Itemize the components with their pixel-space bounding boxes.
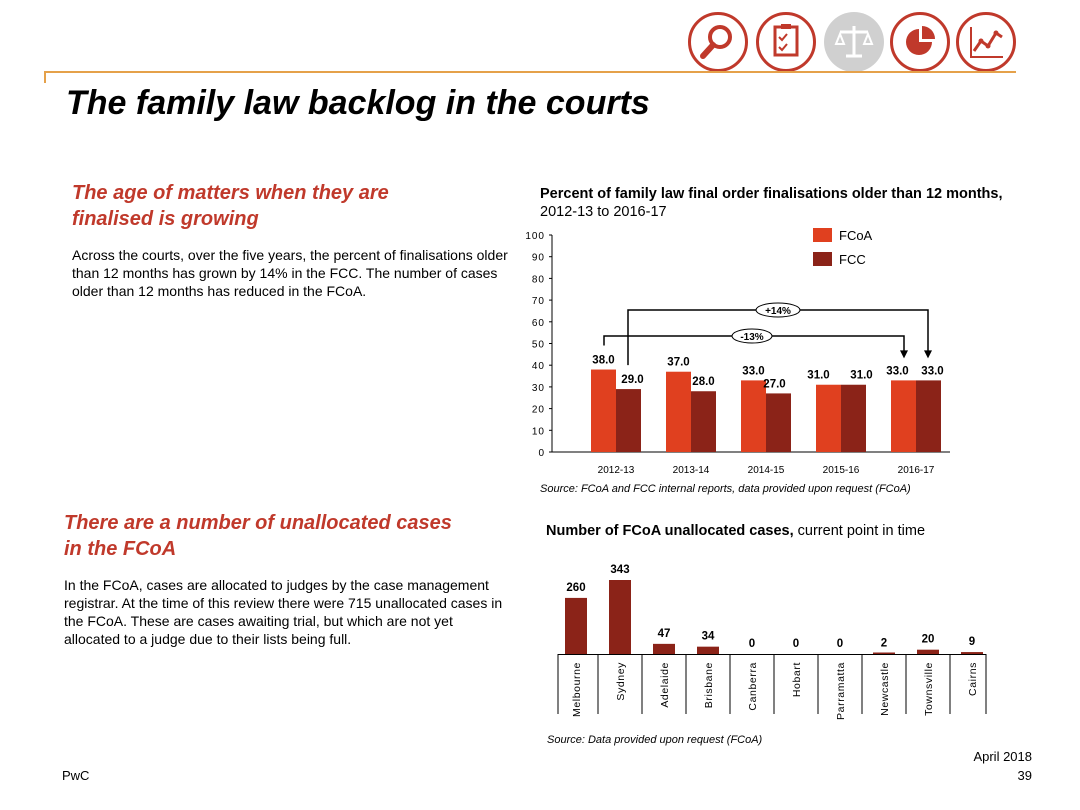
header-rule [44, 71, 1016, 73]
section1-heading: The age of matters when they are finalis… [72, 182, 389, 230]
chart1-bar-fcoa [591, 369, 616, 452]
chart2-x-tick-label: Canberra [747, 662, 759, 711]
chart1-data-label-fcc: 27.0 [763, 378, 785, 390]
chart2-data-label: 0 [749, 638, 755, 650]
chart1-bar-fcoa [816, 384, 841, 452]
chart2-title-bold: Number of FCoA unallocated cases, [546, 523, 794, 539]
chart1-x-tick-label: 2014-15 [748, 465, 785, 476]
chart1-y-tick-label: 40 [532, 361, 545, 372]
chart2: 260 Melbourne 343 Sydney 47 Adelaide 34 Brisban… [557, 564, 987, 720]
chart1-y-tick-label: 70 [532, 296, 545, 307]
chart1-annotation-bubble-plus [755, 302, 801, 318]
chart1-y-tick-label: 20 [532, 405, 545, 416]
chart1-y-tick-label: 30 [532, 383, 545, 394]
chart1-annotation-plus14: +14% [765, 306, 791, 317]
chart1-data-label-fcc: 29.0 [621, 374, 643, 386]
chart2-bar [653, 643, 675, 654]
footer-page-number: 39 [1017, 768, 1032, 783]
chart1-bar-fcc [916, 380, 941, 452]
chart1-data-label-fcoa: 33.0 [886, 365, 908, 377]
pie-chart-icon [890, 12, 950, 72]
chart2-x-tick-label: Newcastle [879, 662, 891, 716]
chart2-title-rest: current point in time [793, 523, 926, 539]
chart1-y-tick-label: 90 [532, 253, 545, 264]
section2-heading: There are a number of unallocated cases … [64, 512, 452, 560]
chart2-data-label: 260 [566, 582, 585, 594]
chart1-y-tick-label: 50 [532, 340, 545, 351]
chart2-data-label: 20 [922, 634, 935, 646]
chart1-data-label-fcoa: 33.0 [742, 365, 764, 377]
line-chart-icon [956, 12, 1016, 72]
chart2-bar [961, 652, 983, 654]
chart1-annotation-minus13: -13% [740, 332, 763, 343]
chart2-x-tick-label: Adelaide [659, 662, 671, 708]
chart2-bar [697, 646, 719, 654]
header-rule-tick [44, 71, 46, 83]
chart1-y-tick-label: 60 [532, 318, 545, 329]
chart1-legend-swatch-fcoa [813, 228, 832, 242]
chart2-title: Number of FCoA unallocated cases, curren… [546, 522, 1006, 540]
chart1-y-tick-label: 0 [538, 448, 545, 459]
chart1-bar-fcc [841, 384, 866, 452]
section2-body: In the FCoA, cases are allocated to judg… [64, 577, 503, 647]
chart2-data-label: 343 [610, 564, 629, 576]
clipboard-icon [756, 12, 816, 72]
chart2-x-tick-label: Sydney [615, 662, 627, 701]
chart1-x-tick-label: 2016-17 [898, 465, 935, 476]
chart2-x-tick-label: Townsville [923, 662, 935, 716]
chart1-bar-fcoa [891, 380, 916, 452]
chart2-data-label: 0 [837, 638, 843, 650]
chart2-x-tick-label: Melbourne [571, 662, 583, 717]
chart2-bar [917, 649, 939, 654]
chart1-title-bold: Percent of family law final order finali… [540, 186, 1003, 202]
chart1-legend-label-fcoa: FCoA [839, 228, 873, 243]
chart1-y-tick-label: 100 [525, 231, 545, 242]
chart2-data-label: 47 [658, 628, 671, 640]
chart1-data-label-fcc: 28.0 [692, 376, 714, 388]
chart1: 0 10 20 30 40 50 60 70 80 90 100 38.0 29.0 2012-13 37.… [525, 228, 950, 476]
chart1-y-tick-label: 80 [532, 274, 545, 285]
chart1-x-tick-label: 2013-14 [673, 465, 710, 476]
chart1-fcc-change-arrowhead [924, 350, 932, 359]
chart1-annotation-bubble-minus [731, 328, 773, 344]
chart1-title: Percent of family law final order finali… [540, 185, 1010, 221]
chart1-data-label-fcc: 33.0 [921, 365, 943, 377]
chart1-bar-fcoa [666, 371, 691, 452]
chart1-bar-fcc [766, 393, 791, 452]
chart1-title-rest: 2012-13 to 2016-17 [540, 204, 667, 220]
chart1-bar-fcc [616, 389, 641, 452]
chart2-x-tick-label: Cairns [967, 662, 979, 696]
page-title: The family law backlog in the courts [66, 84, 650, 122]
chart2-x-tick-label: Parramatta [835, 662, 847, 720]
chart2-bar [873, 652, 895, 654]
chart2-data-label: 0 [793, 638, 799, 650]
chart2-x-tick-label: Hobart [791, 662, 803, 697]
magnifier-icon [688, 12, 748, 72]
chart1-fcoa-change-arrowhead [900, 350, 908, 359]
chart2-data-label: 9 [969, 636, 975, 648]
section1-body: Across the courts, over the five years, … [72, 247, 508, 299]
chart2-source: Source: Data provided upon request (FCoA… [547, 734, 763, 746]
scales-icon [824, 12, 884, 72]
chart1-data-label-fcoa: 38.0 [592, 355, 614, 367]
chart2-bar [565, 597, 587, 654]
chart1-legend-label-fcc: FCC [839, 252, 866, 267]
chart1-bar-fcoa [741, 380, 766, 452]
chart1-data-label-fcoa: 37.0 [667, 357, 689, 369]
chart2-bar [609, 580, 631, 654]
footer-company: PwC [62, 768, 90, 783]
chart1-legend-swatch-fcc [813, 252, 832, 266]
chart1-x-tick-label: 2012-13 [598, 465, 635, 476]
chart1-x-tick-label: 2015-16 [823, 465, 860, 476]
chart2-data-label: 2 [881, 638, 887, 650]
chart2-data-label: 34 [702, 631, 715, 643]
chart1-data-label-fcc: 31.0 [850, 370, 872, 382]
footer-date: April 2018 [973, 749, 1032, 764]
chart2-x-tick-label: Brisbane [703, 662, 715, 708]
chart1-data-label-fcoa: 31.0 [807, 370, 829, 382]
chart1-source: Source: FCoA and FCC internal reports, d… [540, 483, 911, 495]
chart1-bar-fcc [691, 391, 716, 452]
chart1-y-tick-label: 10 [532, 426, 545, 437]
